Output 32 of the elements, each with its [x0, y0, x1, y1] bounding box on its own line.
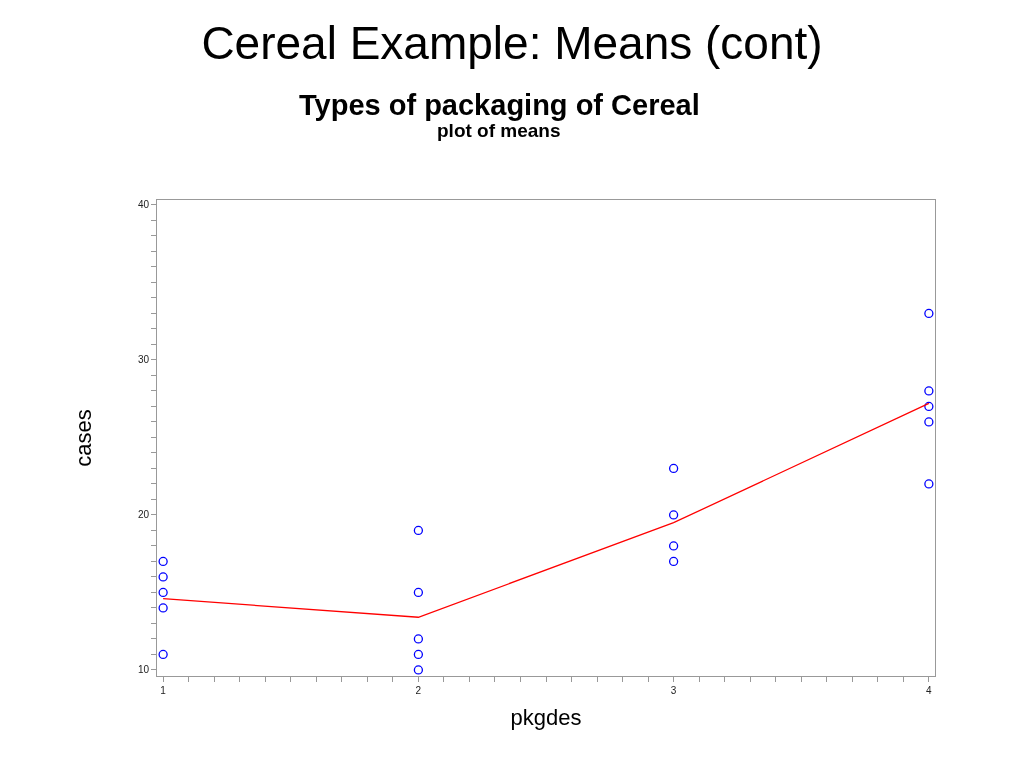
point	[413, 525, 424, 536]
point	[668, 541, 679, 551]
x-axis-title: pkgdes	[510, 704, 582, 730]
y-tick-label: 20	[137, 509, 150, 521]
x-tick-label: 3	[670, 685, 677, 696]
x-tick-label: 4	[926, 685, 933, 696]
point	[924, 308, 934, 319]
point	[668, 556, 679, 567]
y-axis-title: cases	[70, 409, 96, 467]
point	[413, 587, 424, 598]
chart-title: Cereal Example: Means (cont)	[201, 17, 823, 70]
y-tick-label: 40	[137, 199, 150, 211]
chart-subtitle: Types of packaging of Cereal	[299, 89, 700, 121]
point	[158, 649, 168, 660]
y-tick-label: 30	[137, 354, 150, 366]
point	[158, 603, 168, 613]
point	[158, 587, 168, 598]
text: plot of means	[437, 120, 561, 141]
point	[158, 556, 168, 567]
point	[413, 634, 424, 644]
point	[668, 510, 679, 520]
x-tick-label: 2	[415, 685, 422, 696]
y-tick-label: 10	[137, 664, 150, 676]
point	[924, 479, 934, 489]
point	[668, 463, 679, 474]
point	[413, 649, 424, 660]
point	[924, 417, 934, 427]
point	[413, 665, 424, 675]
point	[924, 386, 934, 396]
point	[924, 401, 934, 412]
point	[158, 572, 168, 582]
x-tick-label: 1	[160, 685, 167, 696]
